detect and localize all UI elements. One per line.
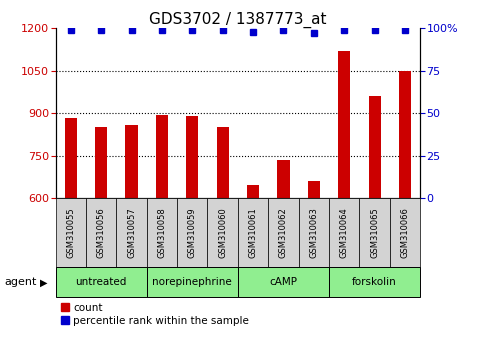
Text: GSM310056: GSM310056 — [97, 207, 106, 258]
Bar — [216, 127, 229, 198]
Bar — [329, 198, 359, 267]
Text: GSM310055: GSM310055 — [66, 207, 75, 258]
Legend: count, percentile rank within the sample: count, percentile rank within the sample — [61, 303, 249, 326]
Bar — [390, 198, 420, 267]
Bar — [156, 115, 168, 198]
Bar — [56, 267, 147, 297]
Text: GSM310060: GSM310060 — [218, 207, 227, 258]
Bar — [329, 267, 420, 297]
Bar — [238, 267, 329, 297]
Bar — [247, 185, 259, 198]
Bar — [359, 198, 390, 267]
Text: GSM310057: GSM310057 — [127, 207, 136, 258]
Bar — [268, 198, 298, 267]
Bar — [208, 198, 238, 267]
Bar — [147, 267, 238, 297]
Bar — [56, 198, 86, 267]
Bar — [126, 125, 138, 198]
Text: agent: agent — [5, 277, 37, 287]
Bar — [238, 198, 268, 267]
Text: norepinephrine: norepinephrine — [153, 277, 232, 287]
Text: untreated: untreated — [75, 277, 127, 287]
Bar — [399, 71, 411, 198]
Bar — [298, 198, 329, 267]
Bar — [86, 198, 116, 267]
Bar — [369, 96, 381, 198]
Text: cAMP: cAMP — [270, 277, 298, 287]
Bar — [308, 181, 320, 198]
Bar — [338, 51, 350, 198]
Bar — [116, 198, 147, 267]
Text: GSM310064: GSM310064 — [340, 207, 349, 258]
Text: GSM310063: GSM310063 — [309, 207, 318, 258]
Text: GSM310066: GSM310066 — [400, 207, 410, 258]
Bar — [95, 127, 107, 198]
Bar — [186, 116, 199, 198]
Bar — [177, 198, 208, 267]
Text: forskolin: forskolin — [352, 277, 397, 287]
Title: GDS3702 / 1387773_at: GDS3702 / 1387773_at — [149, 12, 327, 28]
Text: GSM310062: GSM310062 — [279, 207, 288, 258]
Text: GSM310058: GSM310058 — [157, 207, 167, 258]
Text: GSM310059: GSM310059 — [188, 207, 197, 258]
Text: ▶: ▶ — [40, 277, 48, 287]
Bar — [147, 198, 177, 267]
Bar — [277, 160, 289, 198]
Bar — [65, 118, 77, 198]
Text: GSM310065: GSM310065 — [370, 207, 379, 258]
Text: GSM310061: GSM310061 — [249, 207, 257, 258]
